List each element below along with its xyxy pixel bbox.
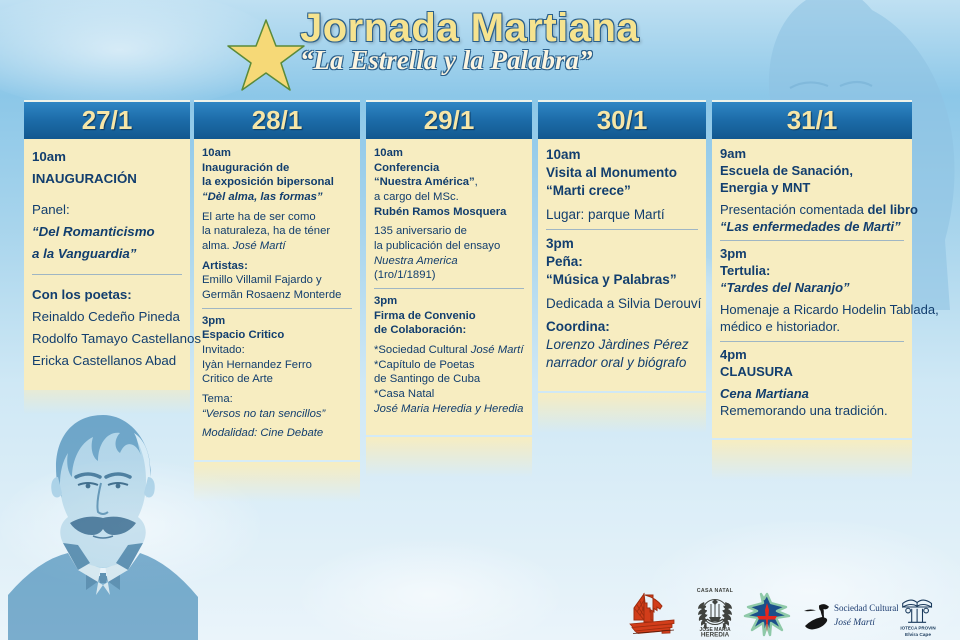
svg-text:CASA NATAL: CASA NATAL [697,588,734,594]
svg-text:Elvira Cape: Elvira Cape [905,632,931,638]
svg-text:José Martí: José Martí [834,618,876,628]
svg-text:HEREDIA: HEREDIA [701,632,730,638]
svg-text:BIBLIOTECA PROVINCIAL: BIBLIOTECA PROVINCIAL [900,626,936,631]
svg-text:Sociedad Cultural: Sociedad Cultural [834,603,898,613]
